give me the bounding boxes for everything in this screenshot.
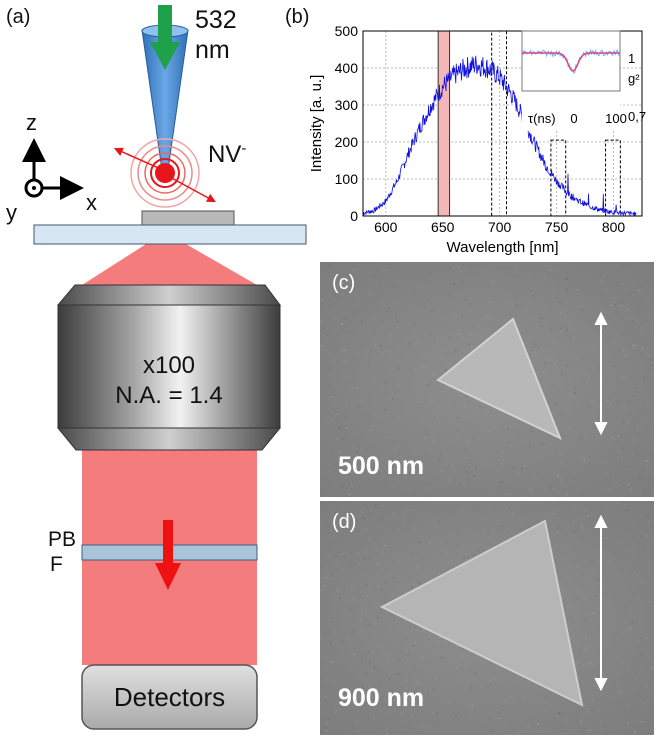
scale-label-c: 500 nm [338, 452, 425, 480]
inset-y-tick-1: 1 [628, 51, 635, 66]
laser-wavelength-value: 532 [195, 6, 237, 34]
sample-flake [141, 210, 235, 226]
axis-z-label: z [26, 110, 37, 135]
nv-charge: - [241, 140, 247, 157]
x-tick-label: 700 [488, 219, 512, 235]
inset-data-line [521, 48, 621, 74]
axis-x-label: x [86, 190, 97, 215]
x-axis-label: Wavelength [nm] [447, 239, 559, 256]
nanotriangle-c [436, 317, 562, 440]
detectors-label: Detectors [113, 682, 226, 712]
objective-lens [56, 284, 282, 451]
x-tick-label: 800 [602, 219, 626, 235]
y-tick-label: 400 [335, 60, 359, 76]
sem-image-d-graphic [320, 501, 654, 735]
nanotriangle-d [379, 519, 584, 707]
sem-noise-texture [320, 262, 654, 497]
inset-x-tick-0: 0 [570, 111, 577, 126]
emission-beam-cone [82, 232, 257, 285]
y-tick-label: 200 [335, 134, 359, 150]
sem-image-c: (c) 500 nm [320, 262, 654, 497]
inset-x-label: τ(ns) [528, 111, 556, 126]
y-tick-label: 300 [335, 97, 359, 113]
laser-arrow-icon [150, 5, 180, 70]
panel-label-b: (b) [285, 6, 310, 28]
nv-emitter-icon [113, 138, 216, 208]
highlight-band [437, 30, 451, 217]
inset-fit-line [522, 52, 620, 72]
inset-y-label: g² [628, 71, 640, 86]
axes-icon [22, 138, 84, 200]
inset-y-tick-2: 0,7 [628, 109, 646, 124]
detectors-box [81, 664, 258, 730]
x-tick-label: 650 [431, 219, 455, 235]
x-tick-label: 750 [545, 219, 569, 235]
scale-arrow-c-icon [594, 311, 608, 436]
y-tick-label: 100 [335, 171, 359, 187]
scale-arrow-d-icon [594, 514, 608, 692]
x-tick-label: 600 [374, 219, 398, 235]
y-tick-label: 500 [335, 23, 359, 39]
spectrum-line [362, 55, 637, 217]
filter-arrow-icon [155, 520, 181, 590]
plot-frame [362, 30, 643, 217]
y-tick-label: 0 [350, 208, 358, 224]
axis-y-label: y [6, 200, 17, 225]
objective-na: N.A. = 1.4 [115, 382, 223, 409]
filter-label-line1: PB [48, 528, 77, 551]
nv-label-text: NV [208, 141, 242, 168]
sem-image-c-graphic [320, 262, 654, 497]
filter-label-line2: F [50, 553, 63, 576]
sem-image-d: (d) 900 nm [320, 501, 654, 735]
dashed-box [491, 30, 507, 217]
scale-label-d: 900 nm [338, 684, 425, 712]
panel-label-a: (a) [6, 6, 31, 28]
panel-label-d: (d) [332, 511, 357, 533]
dashed-box [605, 139, 621, 217]
coverslip [33, 224, 307, 245]
panel-label-c: (c) [332, 272, 356, 294]
spectrum-chart: 600 650 700 750 800 0 100 200 300 400 500 Wavelengt… [308, 23, 646, 256]
inset-x-tick-100: 100 [605, 111, 627, 126]
dashed-box [550, 139, 567, 217]
optical-setup-diagram [22, 5, 307, 730]
nv-label: NV- [208, 140, 246, 169]
objective-magnification: x100 [142, 352, 196, 379]
laser-wavelength-unit: nm [195, 36, 230, 64]
inset-frame [521, 30, 621, 92]
y-axis-label: Intensity [a. u.] [308, 75, 325, 173]
